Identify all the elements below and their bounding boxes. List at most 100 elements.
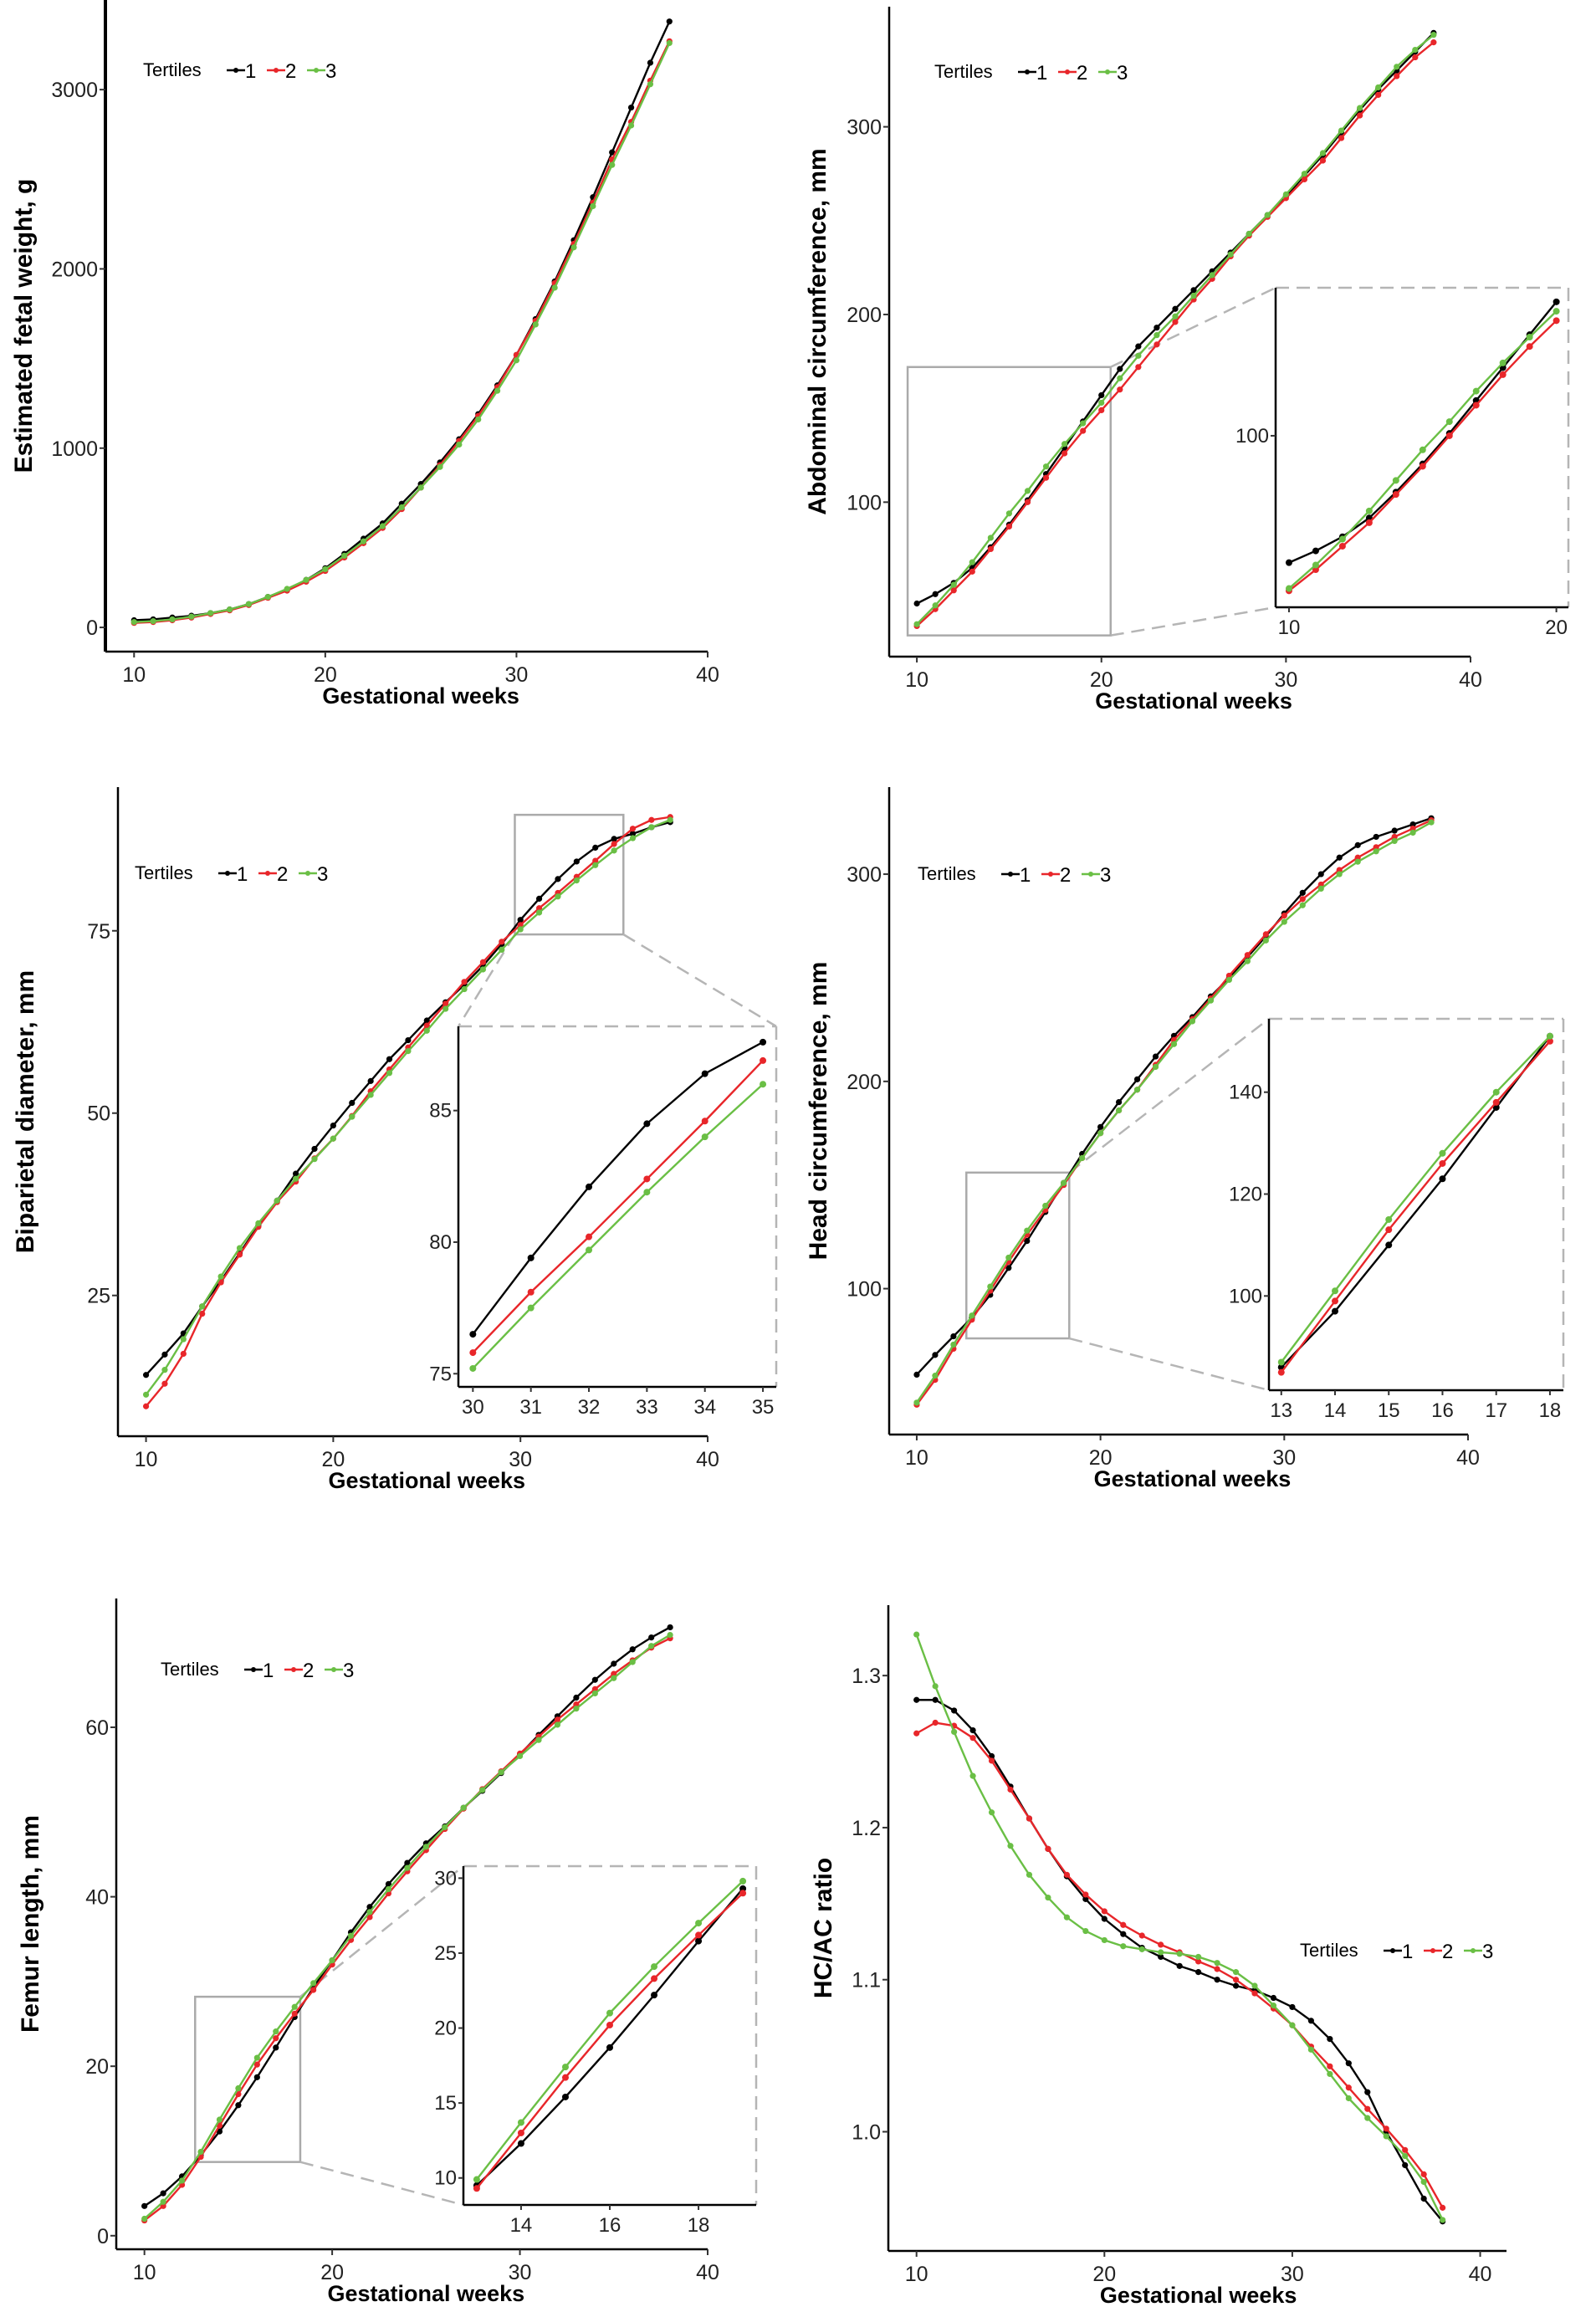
main-series-1-point [1391, 827, 1398, 834]
main-series-3-point [1264, 212, 1271, 218]
main-series-2-point [291, 2010, 298, 2017]
inset-series-1-point [1285, 559, 1292, 566]
legend-label: 1 [237, 863, 248, 886]
inset-y-tick-label: 30 [434, 1867, 457, 1890]
legend: Tertiles 1 2 3 [918, 863, 1111, 887]
main-series-2-point [1251, 1990, 1258, 1997]
inset-series-1-point [561, 2093, 569, 2100]
main-series-3-point [460, 1804, 467, 1811]
inset-x-tick-label: 30 [462, 1396, 484, 1419]
main-series-3-point [913, 621, 920, 627]
inset-y-tick-label: 75 [429, 1363, 452, 1385]
main-series-2-point [648, 816, 655, 823]
inset-x-tick-label: 35 [752, 1396, 775, 1419]
chart-panel-5: 10 20 30 40 0 20 40 60 Gestational weeks Femur le… [17, 1598, 758, 2306]
inset-series-1-line [472, 1041, 764, 1335]
main-series-1-point [1270, 1994, 1277, 2002]
main-series-3-point [1373, 848, 1379, 855]
main-series-1-point [253, 2074, 260, 2080]
main-series-2-point [1244, 952, 1251, 959]
inset-x-tick-label: 16 [599, 2214, 622, 2237]
inset-background [463, 1866, 756, 2205]
main-series-1-point [1024, 1237, 1031, 1245]
main-series-2-point [1299, 896, 1306, 903]
inset-series-3-point [1332, 1287, 1339, 1295]
main-series-1-point [1172, 305, 1179, 312]
main-series-2-point [1345, 2084, 1352, 2091]
main-series-3-point [322, 565, 329, 573]
inset-x-tick-label: 18 [1539, 1399, 1562, 1422]
main-series-3-point [1246, 230, 1252, 238]
main-series-3-point [932, 1683, 939, 1690]
y-tick-label: 300 [847, 116, 882, 140]
x-tick-label: 30 [1274, 668, 1297, 692]
main-series-1-point [647, 59, 654, 66]
main-series-3-point [1170, 1041, 1178, 1047]
inset-chart: 10 20 100 [1235, 286, 1570, 639]
inset-series-2-point [1439, 1159, 1446, 1167]
inset-series-2-point [1526, 343, 1533, 350]
main-series-3-point [1289, 2022, 1296, 2028]
main-series-1-point [1135, 343, 1142, 350]
main-series-1-point [1289, 2003, 1296, 2011]
main-series-3-point [1207, 997, 1215, 1004]
inset-x-tick-label: 10 [1278, 616, 1301, 639]
main-series-2-point [253, 2061, 260, 2068]
main-series-1-point [535, 895, 543, 903]
legend-label: 3 [1482, 1941, 1493, 1963]
main-series-3-point [423, 1027, 430, 1034]
main-series-1-point [141, 2202, 148, 2209]
main-series-3-point [264, 594, 271, 601]
y-tick-label: 0 [86, 616, 98, 640]
main-series-3-point [1158, 1949, 1164, 1956]
main-series-3-point [1172, 313, 1179, 320]
main-series-3-point [1299, 902, 1306, 908]
main-series-3-point [226, 606, 233, 613]
main-series-3-point [199, 1303, 206, 1310]
legend-key-point [1430, 1948, 1435, 1953]
legend-title: Tertiles [161, 1659, 219, 1680]
legend-label: 1 [1036, 62, 1047, 84]
zoom-region-frame [514, 813, 625, 936]
main-series-2-point [1024, 499, 1031, 505]
inset-series-1-point [469, 1331, 477, 1338]
inset-x-tick-label: 17 [1485, 1399, 1507, 1422]
inset-series-2-point [1546, 1037, 1553, 1045]
inset-series-2-point [1499, 371, 1506, 378]
legend-label: 3 [317, 863, 328, 886]
main-series-3-point [386, 1070, 393, 1077]
y-tick-label: 300 [847, 863, 882, 887]
main-series-1-point [366, 1904, 373, 1910]
inset-series-3-point [643, 1189, 651, 1196]
main-series-1-point [950, 1332, 957, 1340]
chart-panel-4: 10 20 30 40 100 200 300 Gestational weeks Head c… [805, 787, 1565, 1491]
main-series-2-point [1138, 1932, 1145, 1939]
legend-key-point [305, 871, 310, 876]
main-series-3-point [592, 862, 599, 868]
main-series-3-point [590, 202, 596, 210]
inset-series-3-point [1472, 387, 1480, 395]
legend-key-point [1088, 872, 1093, 877]
main-series-1-point [1117, 366, 1123, 372]
zoom-connector-line [457, 933, 516, 1027]
main-series-3-point [404, 1864, 411, 1871]
x-tick-label: 40 [1469, 2263, 1492, 2286]
main-series-3-point [667, 816, 673, 823]
inset-series-2-point [473, 2185, 480, 2192]
main-series-3-point [188, 613, 195, 620]
main-series-3-point [648, 1643, 655, 1650]
main-series-3-point [161, 1367, 168, 1373]
y-tick-label: 200 [847, 1071, 882, 1094]
main-series-2-point [1026, 1815, 1033, 1822]
main-series-1-point [629, 831, 637, 837]
main-series-1-point [555, 876, 561, 882]
inset-series-3-point [1385, 1215, 1393, 1223]
main-series-3-point [1098, 399, 1105, 407]
main-series-2-point [1394, 73, 1400, 79]
main-series-3-point [1026, 1871, 1033, 1878]
main-series-3-point [611, 847, 617, 854]
x-axis-title: Gestational weeks [328, 1468, 525, 1493]
main-series-1-point [591, 1676, 598, 1683]
main-series-3-point [554, 1721, 561, 1728]
inset-x-tick-label: 33 [636, 1396, 658, 1419]
